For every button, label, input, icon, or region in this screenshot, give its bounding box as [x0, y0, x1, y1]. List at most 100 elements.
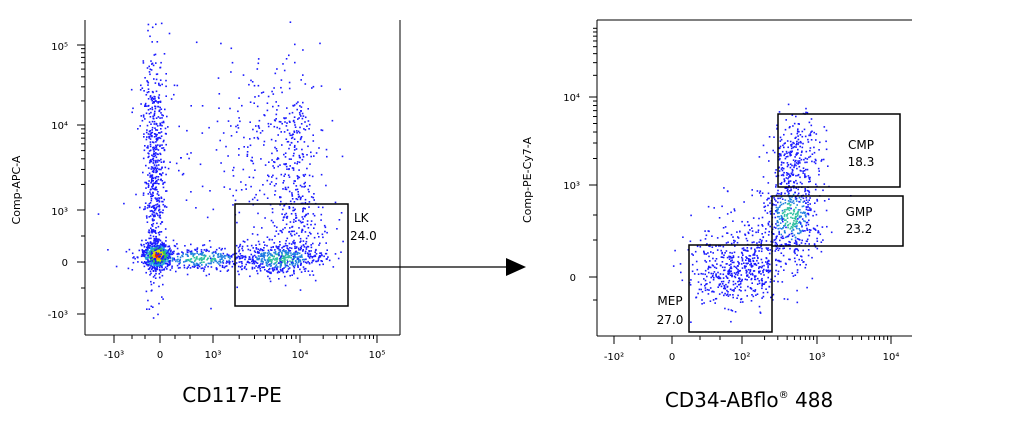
event-dot: [716, 263, 718, 265]
event-dot: [784, 128, 787, 131]
event-dot: [156, 182, 158, 185]
event-dot: [201, 264, 203, 266]
event-dot: [190, 258, 193, 260]
event-dot: [184, 260, 187, 263]
event-dot: [701, 299, 703, 301]
event-dot: [319, 252, 321, 254]
event-dot: [152, 177, 155, 180]
event-dot: [263, 114, 265, 116]
event-dot: [162, 255, 165, 257]
event-dot: [227, 269, 230, 271]
event-dot: [150, 265, 152, 267]
event-dot: [246, 155, 249, 157]
event-dot: [141, 253, 143, 256]
event-dot: [154, 231, 157, 233]
event-dot: [745, 237, 748, 240]
event-dot: [272, 221, 274, 224]
event-dot: [201, 185, 204, 188]
event-dot: [159, 152, 161, 155]
event-dot: [813, 146, 815, 149]
event-dot: [240, 181, 242, 183]
event-dot: [161, 83, 163, 86]
event-dot: [241, 262, 243, 265]
event-dot: [235, 252, 238, 255]
event-dot: [146, 246, 148, 249]
event-dot: [251, 81, 254, 83]
left-dot-layer: [97, 21, 344, 319]
event-dot: [142, 157, 145, 160]
event-dot: [741, 256, 743, 259]
event-dot: [263, 252, 266, 255]
event-dot: [700, 272, 703, 275]
event-dot: [754, 262, 757, 265]
event-dot: [285, 244, 287, 247]
event-dot: [823, 183, 826, 185]
event-dot: [154, 259, 157, 261]
event-dot: [747, 224, 750, 227]
event-dot: [260, 263, 262, 265]
event-dot: [249, 101, 252, 103]
event-dot: [228, 259, 230, 262]
event-dot: [293, 266, 296, 269]
event-dot: [149, 133, 152, 136]
event-dot: [241, 104, 243, 107]
event-dot: [718, 217, 721, 219]
event-dot: [295, 246, 298, 248]
event-dot: [241, 245, 244, 248]
event-dot: [257, 265, 260, 267]
right-y-axis-label: Comp-PE-Cy7-A: [521, 136, 534, 223]
event-dot: [307, 145, 309, 148]
event-dot: [201, 105, 204, 107]
event-dot: [716, 276, 719, 278]
event-dot: [141, 251, 144, 253]
event-dot: [147, 242, 150, 245]
event-dot: [165, 251, 167, 253]
event-dot: [205, 248, 208, 251]
event-dot: [253, 196, 256, 199]
event-dot: [155, 198, 157, 201]
event-dot: [776, 243, 778, 246]
event-dot: [139, 125, 141, 127]
event-dot: [152, 167, 154, 170]
event-dot: [276, 109, 278, 111]
event-dot: [793, 250, 796, 253]
event-dot: [301, 216, 304, 218]
event-dot: [252, 162, 255, 165]
event-dot: [738, 280, 741, 282]
event-dot: [724, 288, 727, 290]
event-dot: [751, 241, 754, 244]
event-dot: [168, 255, 170, 257]
event-dot: [171, 265, 173, 268]
event-dot: [158, 246, 161, 249]
event-dot: [738, 289, 741, 291]
event-dot: [761, 282, 764, 285]
event-dot: [776, 128, 778, 130]
event-dot: [773, 204, 775, 206]
event-dot: [791, 201, 793, 204]
event-dot: [209, 246, 212, 248]
event-dot: [782, 227, 784, 229]
event-dot: [266, 236, 269, 238]
event-dot: [148, 161, 151, 164]
event-dot: [154, 246, 156, 249]
event-dot: [153, 267, 156, 270]
event-dot: [152, 98, 155, 100]
event-dot: [154, 154, 157, 157]
event-dot: [236, 257, 238, 259]
event-dot: [139, 206, 141, 209]
event-dot: [244, 184, 247, 186]
event-dot: [267, 254, 270, 256]
event-dot: [256, 130, 258, 133]
event-dot: [166, 268, 168, 270]
event-dot: [754, 248, 756, 251]
event-dot: [153, 207, 155, 209]
event-dot: [158, 200, 161, 203]
event-dot: [164, 166, 167, 169]
event-dot: [777, 249, 780, 252]
event-dot: [726, 286, 729, 288]
event-dot: [787, 244, 790, 246]
event-dot: [723, 287, 725, 290]
event-dot: [162, 209, 164, 211]
event-dot: [812, 214, 814, 217]
event-dot: [779, 197, 781, 200]
